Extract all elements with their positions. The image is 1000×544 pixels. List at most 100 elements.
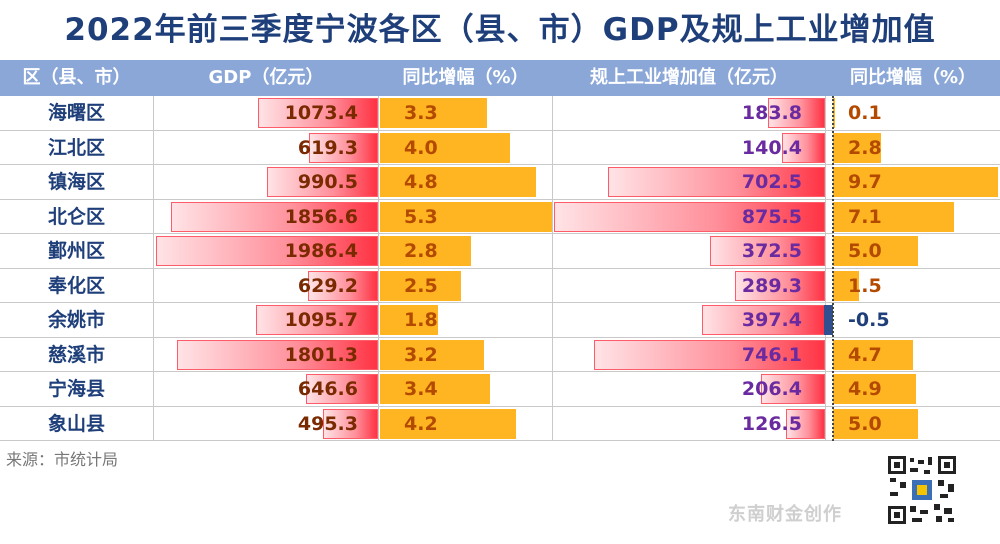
source-note: 来源：市统计局 (6, 450, 119, 469)
industry-growth-bar (833, 201, 954, 232)
gdp-growth-value: 3.2 (404, 343, 438, 366)
gdp-growth-value: 4.8 (404, 171, 438, 193)
district-label: 奉化区 (47, 274, 105, 297)
industry-value: 746.1 (741, 343, 802, 366)
industry-value: 206.4 (741, 378, 802, 400)
gdp-value: 990.5 (297, 171, 358, 193)
gdp-bar (307, 270, 378, 301)
gdp-bar (255, 305, 378, 335)
industry-growth-bar (833, 270, 859, 301)
column-divider (825, 96, 826, 441)
gdp-value: 1073.4 (284, 102, 358, 124)
industry-bar (594, 339, 825, 370)
district-label: 象山县 (47, 412, 105, 435)
gdp-bar (322, 408, 378, 439)
gdp-value: 619.3 (297, 136, 358, 159)
industry-growth-value: 4.9 (848, 378, 882, 400)
industry-growth-bar (833, 339, 913, 370)
industry-growth-bar (833, 132, 881, 163)
industry-bar (735, 270, 825, 301)
industry-value: 289.3 (741, 274, 802, 297)
gdp-growth-bar (380, 98, 488, 128)
industry-bar (701, 305, 825, 335)
district-label: 鄞州区 (47, 240, 105, 262)
industry-value: 702.5 (741, 171, 802, 193)
gdp-growth-bar (380, 270, 462, 301)
industry-growth-bar (833, 236, 919, 266)
header-gdp: GDP（亿元） (208, 67, 324, 88)
row-divider (0, 371, 1000, 372)
industry-growth-value: 2.8 (848, 136, 882, 159)
row-divider (0, 233, 1000, 234)
row-divider (0, 267, 1000, 269)
gdp-growth-value: 2.8 (404, 240, 438, 262)
gdp-growth-bar (380, 132, 510, 163)
row-divider (0, 164, 1000, 165)
row-divider (0, 440, 1000, 441)
header-gdp-growth: 同比增幅（%） (402, 67, 529, 88)
industry-bar (607, 167, 825, 197)
industry-growth-value: 9.7 (848, 171, 882, 193)
industry-growth-value: 5.0 (848, 412, 882, 435)
page-title: 2022年前三季度宁波各区（县、市）GDP及规上工业增加值 (64, 12, 936, 48)
gdp-growth-bar (380, 339, 484, 370)
gdp-value: 495.3 (297, 412, 358, 435)
industry-value: 183.8 (741, 102, 802, 124)
district-label: 余姚市 (47, 309, 105, 331)
header-district: 区（县、市） (22, 67, 131, 88)
industry-bar (768, 98, 825, 128)
gdp-value: 1801.3 (284, 343, 358, 366)
district-label: 慈溪市 (47, 343, 105, 366)
industry-growth-bar (833, 167, 998, 197)
gdp-growth-bar (380, 305, 439, 335)
gdp-growth-value: 3.4 (404, 378, 438, 400)
industry-value: 140.4 (741, 136, 802, 159)
industry-growth-value: 4.7 (848, 343, 882, 366)
zero-axis-line (832, 96, 834, 441)
industry-value: 372.5 (741, 240, 802, 262)
gdp-bar (156, 236, 378, 266)
industry-growth-value: 5.0 (848, 240, 882, 262)
row-divider (0, 405, 1000, 407)
industry-bar (785, 408, 825, 439)
gdp-bar (267, 167, 378, 197)
gdp-value: 646.6 (297, 378, 358, 400)
district-label: 海曙区 (47, 102, 105, 124)
header-industry-growth: 同比增幅（%） (849, 67, 977, 88)
row-divider (0, 336, 1000, 338)
district-label: 北仑区 (47, 205, 105, 228)
industry-growth-value: 0.1 (848, 102, 882, 124)
industry-bar (781, 132, 825, 163)
gdp-growth-value: 2.5 (404, 274, 438, 297)
gdp-value: 1986.4 (284, 240, 358, 262)
industry-growth-value: 7.1 (848, 205, 882, 228)
industry-growth-bar (833, 408, 919, 439)
gdp-growth-bar (380, 374, 491, 404)
header-industry: 规上工业增加值（亿元） (590, 67, 788, 88)
industry-bar (709, 236, 825, 266)
industry-bar (554, 201, 825, 232)
industry-value: 875.5 (741, 205, 802, 228)
row-divider (0, 129, 1000, 131)
gdp-bar (308, 132, 378, 163)
industry-value: 397.4 (741, 309, 802, 331)
row-divider (0, 198, 1000, 200)
gdp-growth-value: 3.3 (404, 102, 438, 124)
gdp-value: 629.2 (297, 274, 358, 297)
column-divider (552, 96, 553, 441)
gdp-growth-value: 5.3 (404, 205, 438, 228)
gdp-bar (305, 374, 378, 404)
gdp-growth-value: 1.8 (404, 309, 438, 331)
gdp-growth-value: 4.2 (404, 412, 438, 435)
gdp-bar (170, 201, 378, 232)
column-divider (153, 96, 154, 441)
gdp-bar (176, 339, 378, 370)
gdp-growth-bar (380, 408, 517, 439)
table-header: 区（县、市） GDP（亿元） 同比增幅（%） 规上工业增加值（亿元） 同比增幅（… (0, 60, 1000, 96)
gdp-value: 1095.7 (284, 309, 358, 331)
column-divider (378, 96, 379, 441)
industry-growth-bar (833, 98, 835, 128)
qr-code-icon (886, 454, 958, 526)
industry-growth-value: -0.5 (848, 309, 890, 331)
industry-growth-bar (833, 374, 917, 404)
